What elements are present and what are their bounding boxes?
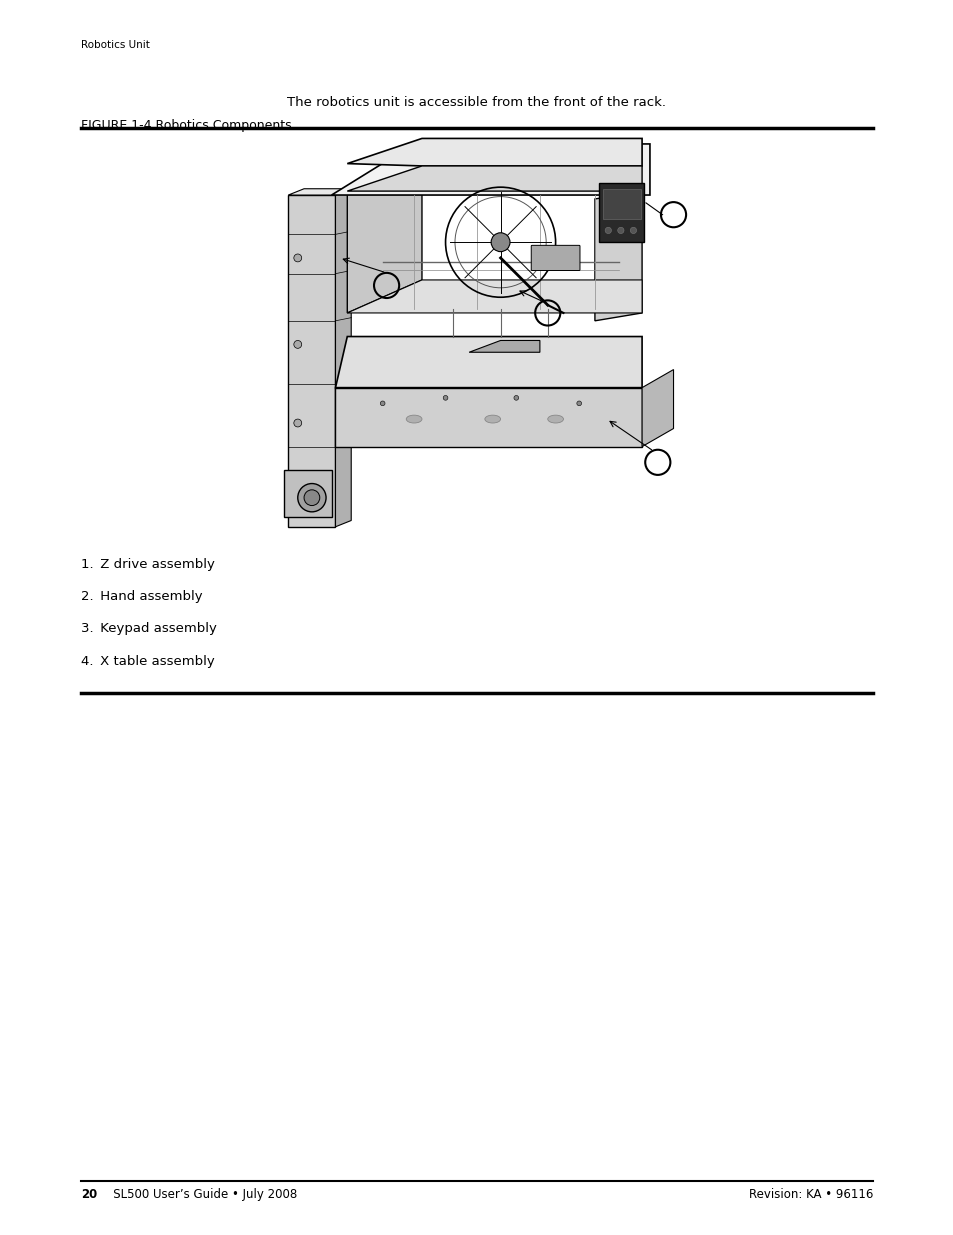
Polygon shape	[641, 369, 673, 447]
Polygon shape	[347, 138, 641, 165]
Polygon shape	[284, 471, 332, 517]
Circle shape	[630, 227, 636, 233]
Circle shape	[304, 490, 319, 505]
Circle shape	[294, 254, 301, 262]
Ellipse shape	[547, 415, 563, 424]
Polygon shape	[347, 165, 421, 312]
Polygon shape	[335, 189, 351, 527]
Circle shape	[294, 341, 301, 348]
Circle shape	[577, 401, 581, 406]
FancyBboxPatch shape	[602, 189, 639, 219]
Circle shape	[443, 395, 448, 400]
Polygon shape	[595, 191, 641, 321]
Circle shape	[380, 401, 385, 406]
Text: 20: 20	[81, 1188, 97, 1202]
Circle shape	[618, 227, 623, 233]
Polygon shape	[335, 336, 641, 388]
Polygon shape	[332, 144, 649, 195]
Text: 4. X table assembly: 4. X table assembly	[81, 655, 214, 668]
Ellipse shape	[406, 415, 421, 424]
FancyBboxPatch shape	[531, 246, 579, 270]
Polygon shape	[288, 195, 335, 527]
Circle shape	[491, 232, 510, 252]
Polygon shape	[347, 165, 641, 191]
Polygon shape	[335, 388, 641, 447]
Text: Robotics Unit: Robotics Unit	[81, 40, 150, 49]
Text: The robotics unit is accessible from the front of the rack.: The robotics unit is accessible from the…	[287, 96, 666, 110]
Text: 2. Hand assembly: 2. Hand assembly	[81, 590, 202, 604]
FancyBboxPatch shape	[598, 183, 644, 242]
Polygon shape	[469, 341, 539, 352]
Polygon shape	[288, 189, 351, 195]
Circle shape	[604, 227, 611, 233]
Text: 3. Keypad assembly: 3. Keypad assembly	[81, 622, 216, 636]
Polygon shape	[347, 280, 641, 312]
Ellipse shape	[484, 415, 500, 424]
Text: Revision: KA • 96116: Revision: KA • 96116	[748, 1188, 872, 1202]
Text: SL500 User’s Guide • July 2008: SL500 User’s Guide • July 2008	[102, 1188, 297, 1202]
Text: FIGURE 1-4 Robotics Components: FIGURE 1-4 Robotics Components	[81, 119, 292, 132]
Circle shape	[297, 484, 326, 511]
Text: 1. Z drive assembly: 1. Z drive assembly	[81, 558, 214, 572]
Circle shape	[294, 419, 301, 427]
Circle shape	[514, 395, 518, 400]
